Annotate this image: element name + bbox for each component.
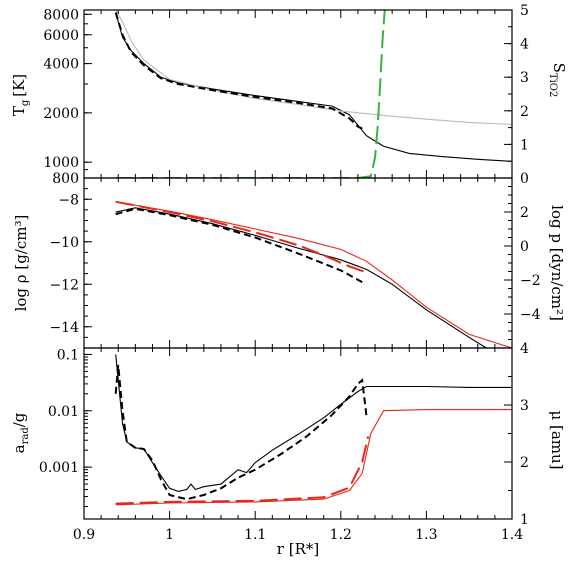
x-tick-label: 1.4 [501, 527, 523, 543]
top-series-1-line [115, 10, 512, 125]
middle-ytick-right-label: 2 [520, 205, 529, 221]
top-ytick-right-label: 1 [520, 137, 529, 153]
middle-series-2-line [115, 201, 512, 348]
top-ytick-left-label: 1000 [43, 155, 79, 171]
bottom-ytick-right-label: 2 [520, 455, 529, 471]
middle-ytick-left-label: −14 [49, 320, 79, 336]
top-series-2-line [114, 12, 363, 130]
top-ytick-left-label: 8000 [43, 7, 79, 23]
middle-ytick-left-label: −12 [49, 277, 79, 293]
middle-series-1-line [115, 207, 363, 283]
top-frame [83, 9, 513, 179]
axis-labels: Tg[K] STiO2 log ρ [g/cm³] log p [dyn/cm²… [10, 63, 568, 558]
top-ytick-left-label: 4000 [43, 57, 79, 73]
middle-series-0-line [115, 207, 487, 348]
x-tick-label: 1.3 [415, 527, 437, 543]
middle-frame [83, 177, 513, 349]
top-ytick-right-label: 5 [520, 3, 529, 19]
middle-ytick-left-label: −8 [58, 192, 79, 208]
bottom-ytick-right-label: 3 [520, 398, 529, 414]
top-ytick-right-label: 4 [520, 37, 529, 53]
middle-series-3-line [115, 200, 367, 274]
top-right-ylabel: STiO2 [547, 63, 568, 98]
bottom-panel: 0.001 0.01 0.1 1 2 3 4 0.9 1 1.1 1.2 1.3 1.4 [39, 341, 529, 543]
top-ytick-right-label: 2 [520, 104, 529, 120]
middle-ytick-right-label: 0 [520, 239, 529, 255]
bottom-series [114, 354, 512, 506]
top-left-ylabel: Tg[K] [10, 74, 31, 116]
x-tick-label: 0.9 [73, 527, 95, 543]
middle-ytick-left-label: −10 [49, 235, 79, 251]
middle-series [115, 200, 512, 348]
bottom-ytick-right-label: 4 [520, 341, 529, 357]
x-axis-label: r [R*] [277, 540, 319, 558]
bottom-series-1-line [114, 364, 368, 501]
bottom-series-3-line [115, 436, 370, 505]
top-ytick-right-label: 0 [520, 171, 529, 187]
bottom-frame [83, 347, 513, 520]
top-ytick-right-label: 3 [520, 70, 529, 86]
x-tick-label: 1 [165, 527, 174, 543]
middle-right-ylabel: log p [dyn/cm²] [548, 205, 566, 321]
x-tick-label: 1.2 [330, 527, 352, 543]
top-ytick-left-label: 6000 [43, 28, 79, 44]
top-ytick-left-label: 800 [52, 171, 79, 187]
bottom-series-0-line [115, 354, 512, 492]
bottom-ytick-left-label: 0.01 [48, 404, 79, 420]
bottom-left-ylabel: arad/g [10, 412, 31, 453]
bottom-ytick-right-label: 1 [520, 512, 529, 528]
middle-ytick-right-label: −2 [520, 273, 541, 289]
middle-panel: −14 −12 −10 −8 −4 −2 0 2 [49, 177, 541, 349]
x-tick-label: 1.1 [244, 527, 266, 543]
top-ytick-left-label: 2000 [43, 106, 79, 122]
bottom-ytick-left-label: 0.001 [39, 460, 79, 476]
top-series-3-line [115, 10, 386, 178]
top-series [114, 10, 512, 178]
bottom-series-2-line [115, 409, 512, 506]
middle-left-ylabel: log ρ [g/cm³] [12, 215, 30, 312]
top-series-0-line [115, 12, 512, 162]
middle-ytick-right-label: −4 [520, 307, 541, 323]
bottom-ytick-left-label: 0.1 [57, 347, 79, 363]
bottom-right-ylabel: μ [amu] [548, 410, 566, 469]
